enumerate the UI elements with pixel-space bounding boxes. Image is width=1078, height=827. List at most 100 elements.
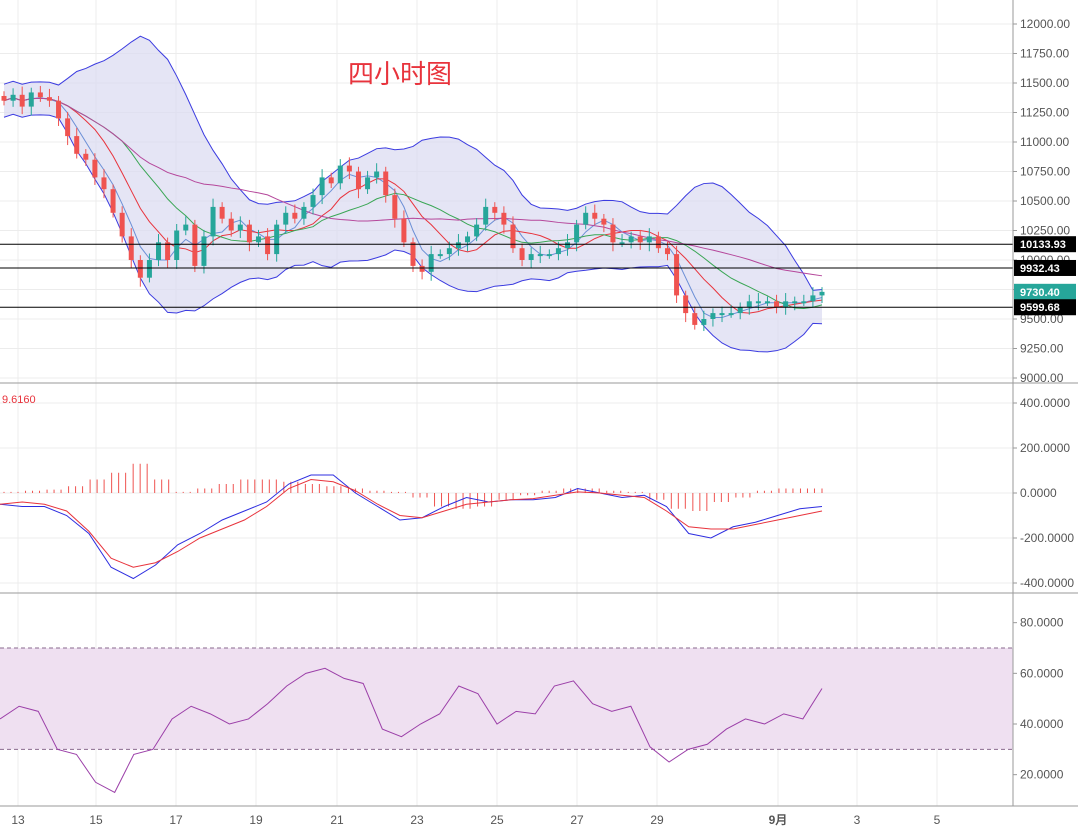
candle-body — [692, 313, 698, 325]
candle-body — [28, 92, 34, 107]
candle-body — [446, 248, 452, 255]
x-tick-label: 15 — [89, 813, 103, 827]
candle-body — [746, 301, 752, 308]
macd-dea-line — [0, 478, 823, 568]
candle-body — [819, 291, 825, 296]
ma-long-line — [3, 97, 823, 309]
candle-body — [165, 242, 171, 260]
candle-body — [519, 248, 525, 260]
candle-body — [565, 242, 571, 249]
candle-body — [210, 206, 216, 237]
candle-body — [1, 95, 7, 101]
candle-body — [301, 206, 307, 219]
candle-body — [737, 307, 743, 314]
candle-body — [528, 254, 534, 260]
candle-body — [255, 236, 261, 243]
price-tag — [1014, 259, 1076, 276]
candle-body — [274, 224, 280, 255]
candle-body — [655, 236, 661, 249]
x-tick-label: 5 — [934, 813, 941, 827]
macd-dif-line — [0, 474, 823, 580]
x-tick-label: 17 — [169, 813, 183, 827]
candle-body — [283, 212, 289, 225]
candle-body — [310, 195, 316, 207]
candle-body — [83, 153, 89, 160]
candle-body — [574, 224, 580, 243]
price-tag — [1014, 236, 1076, 253]
x-tick-label: 29 — [650, 813, 664, 827]
macd-y-tick-label: 200.0000 — [1020, 441, 1070, 455]
price-y-tick-label: 9250.00 — [1020, 342, 1064, 356]
candle-body — [728, 313, 734, 316]
candle-body — [192, 224, 198, 266]
candle-body — [128, 236, 134, 260]
candle-body — [74, 136, 80, 154]
rsi-y-tick-label: 80.0000 — [1020, 616, 1064, 630]
candle-body — [455, 242, 461, 249]
candle-body — [156, 242, 162, 260]
price-tag — [1014, 283, 1076, 300]
price-y-tick-label: 11500.00 — [1020, 76, 1069, 90]
candle-body — [592, 212, 598, 219]
candle-body — [664, 248, 670, 255]
candle-body — [392, 195, 398, 219]
price-y-tick-label: 11250.00 — [1020, 106, 1069, 120]
candle-body — [546, 254, 552, 257]
candle-body — [492, 206, 498, 213]
candle-body — [755, 301, 761, 304]
macd-y-tick-label: -200.0000 — [1020, 531, 1074, 545]
rsi-y-tick-label: 60.0000 — [1020, 666, 1064, 680]
candle-body — [801, 301, 807, 304]
candle-body — [119, 212, 125, 237]
x-tick-label: 13 — [11, 813, 25, 827]
grid-lines — [0, 0, 1013, 806]
candle-body — [774, 301, 780, 308]
candle-body — [701, 319, 707, 325]
candle-body — [537, 254, 543, 257]
x-tick-label: 19 — [249, 813, 263, 827]
candle-body — [601, 218, 607, 225]
price-y-tick-label: 10750.00 — [1020, 165, 1070, 179]
candle-body — [46, 97, 52, 101]
candle-body — [146, 260, 152, 278]
price-tag-label: 9932.43 — [1020, 263, 1060, 275]
candle-body — [10, 94, 16, 101]
price-y-tick-label: 12000.00 — [1020, 17, 1070, 31]
x-tick-label: 21 — [330, 813, 344, 827]
candle-body — [474, 224, 480, 237]
candle-body — [19, 94, 25, 107]
candle-body — [237, 224, 243, 231]
candle-body — [555, 248, 561, 255]
candle-body — [674, 254, 680, 296]
candle-body — [101, 177, 107, 190]
candle-body — [783, 301, 789, 308]
price-tag-label: 9730.40 — [1020, 287, 1060, 299]
candle-body — [355, 171, 361, 190]
candle-body — [810, 295, 816, 302]
candle-body — [228, 218, 234, 231]
candle-body — [319, 177, 325, 196]
candle-body — [110, 189, 116, 213]
price-tag — [1014, 299, 1076, 316]
candle-body — [719, 313, 725, 316]
price-y-tick-label: 11000.00 — [1020, 135, 1069, 149]
candle-body — [628, 236, 634, 243]
candle-body — [265, 236, 271, 255]
x-tick-label: 23 — [410, 813, 424, 827]
candle-body — [183, 224, 189, 231]
candle-body — [365, 177, 371, 190]
candle-body — [501, 212, 507, 225]
bollinger-upper — [3, 35, 823, 291]
candle-body — [410, 242, 416, 266]
price-y-tick-label: 9000.00 — [1020, 371, 1064, 385]
candle-body — [619, 242, 625, 245]
candle-body — [646, 236, 652, 243]
candle-body — [428, 254, 434, 272]
candle-body — [328, 177, 334, 184]
rsi-y-tick-label: 20.0000 — [1020, 768, 1064, 782]
rsi-pane — [0, 647, 1013, 794]
candle-body — [37, 92, 43, 98]
candle-body — [219, 206, 225, 219]
